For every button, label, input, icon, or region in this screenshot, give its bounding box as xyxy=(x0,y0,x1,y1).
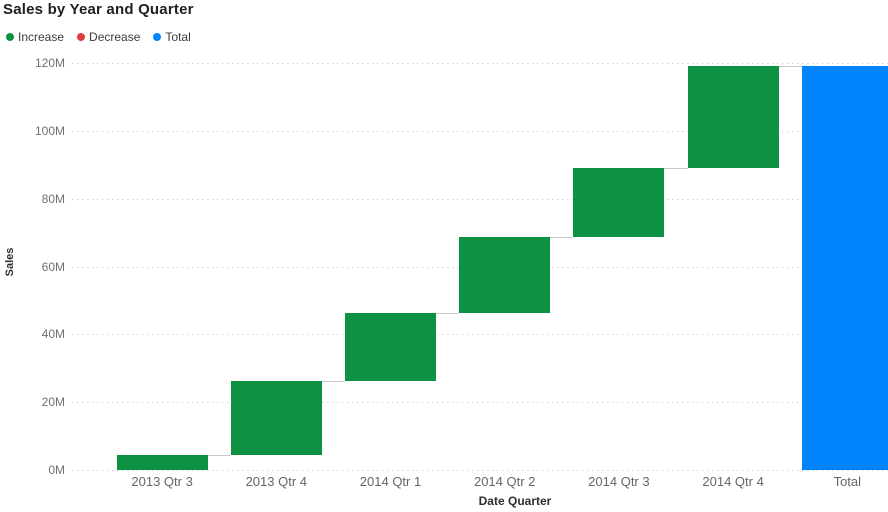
y-tick-80M: 80M xyxy=(41,191,65,206)
waterfall-connector xyxy=(321,381,345,383)
y-tick-100M: 100M xyxy=(34,123,65,138)
legend-label: Total xyxy=(165,30,191,44)
bar-2014-qtr-4[interactable] xyxy=(687,66,779,169)
legend-dot-increase xyxy=(6,33,14,41)
legend-label: Decrease xyxy=(89,30,141,44)
legend-dot-total xyxy=(153,33,162,41)
waterfall-connector xyxy=(550,236,574,238)
x-tick-2014-qtr-1: 2014 Qtr 1 xyxy=(359,474,422,489)
waterfall-connector xyxy=(664,168,688,170)
gridline-100M xyxy=(72,130,888,132)
waterfall-connector xyxy=(207,455,231,457)
legend-dot-decrease xyxy=(77,33,86,41)
bar-total[interactable] xyxy=(801,66,888,470)
x-tick-2014-qtr-3: 2014 Qtr 3 xyxy=(588,474,650,489)
bar-2013-qtr-3[interactable] xyxy=(116,455,208,470)
waterfall-connector xyxy=(436,312,460,314)
gridline-40M xyxy=(72,334,888,336)
gridline-80M xyxy=(72,198,888,200)
gridline-120M xyxy=(72,63,888,64)
bar-2014-qtr-3[interactable] xyxy=(573,168,665,237)
legend-item-decrease[interactable]: Decrease xyxy=(77,30,140,44)
y-tick-0M: 0M xyxy=(48,463,65,477)
x-axis-title: Date Quarter xyxy=(478,494,552,508)
y-tick-20M: 20M xyxy=(41,395,65,410)
y-tick-120M: 120M xyxy=(34,56,65,70)
y-tick-60M: 60M xyxy=(41,259,65,274)
x-tick-2013-qtr-4: 2013 Qtr 4 xyxy=(245,474,308,489)
legend: Increase Decrease Total xyxy=(6,30,191,44)
bar-2013-qtr-4[interactable] xyxy=(230,381,322,456)
legend-label: Increase xyxy=(18,30,65,44)
chart-title: Sales by Year and Quarter xyxy=(3,1,194,18)
gridline-20M xyxy=(72,402,888,404)
gridline-0M xyxy=(72,470,888,471)
y-tick-40M: 40M xyxy=(41,327,65,342)
bar-2014-qtr-1[interactable] xyxy=(345,312,436,382)
legend-item-increase[interactable]: Increase xyxy=(6,30,64,44)
x-tick-2014-qtr-2: 2014 Qtr 2 xyxy=(473,474,536,489)
x-tick-total: Total xyxy=(833,474,862,489)
legend-item-total[interactable]: Total xyxy=(153,30,191,44)
waterfall-connector xyxy=(778,66,802,68)
x-tick-2014-qtr-4: 2014 Qtr 4 xyxy=(702,474,764,489)
x-tick-2013-qtr-3: 2013 Qtr 3 xyxy=(131,474,193,489)
bar-2014-qtr-2[interactable] xyxy=(459,236,551,313)
